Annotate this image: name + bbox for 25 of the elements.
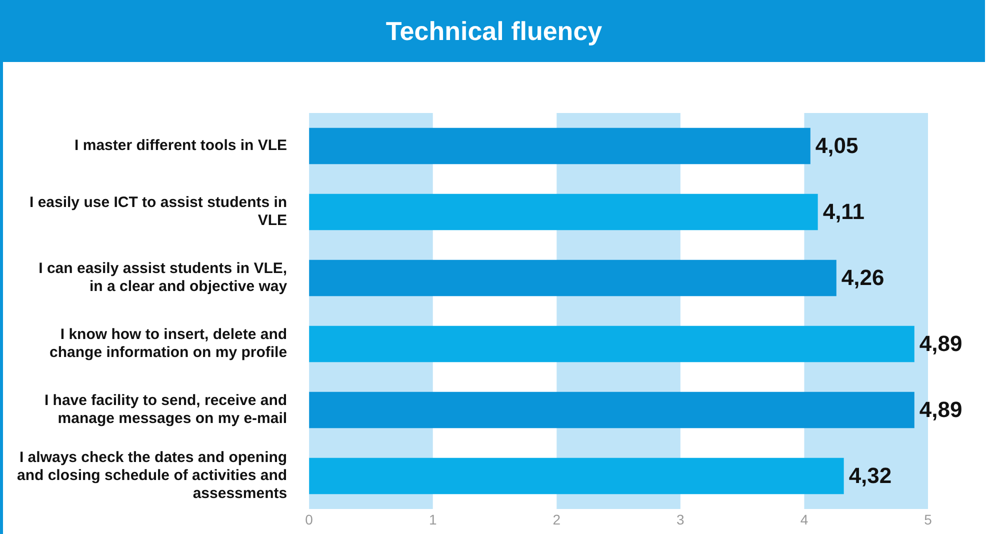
y-tick-label: I have facility to send, receive and manage messages on my e-mail <box>44 392 288 428</box>
bar <box>309 128 810 164</box>
bar <box>309 326 914 362</box>
data-label: 4,89 <box>919 331 962 356</box>
x-tick-label: 4 <box>800 511 808 528</box>
y-tick-label: I master different tools in VLE <box>74 137 288 154</box>
chart-title: Technical fluency <box>3 0 985 62</box>
x-tick-label: 5 <box>924 511 932 528</box>
x-tick-label: 1 <box>428 511 437 528</box>
y-tick-label: I easily use ICT to assist students in VLE <box>29 194 288 230</box>
data-label: 4,11 <box>822 199 864 224</box>
data-label: 4,89 <box>919 397 962 422</box>
x-tick-label: 2 <box>552 511 561 528</box>
data-label: 4,05 <box>815 133 858 158</box>
x-tick-label: 0 <box>305 511 314 528</box>
x-tick-label: 3 <box>676 511 685 528</box>
y-tick-label: I know how to insert, delete and change information on my profile <box>50 326 288 362</box>
y-tick-label: I can easily assist students in VLE, in a clear and objective way <box>38 260 288 296</box>
bar <box>309 260 836 296</box>
bar <box>309 458 844 494</box>
data-label: 4,26 <box>841 265 884 290</box>
bar <box>309 392 914 428</box>
data-label: 4,32 <box>848 463 892 488</box>
y-tick-label: I always check the dates and opening and closing schedule of activities and assessments <box>16 449 288 502</box>
bar <box>309 194 818 230</box>
